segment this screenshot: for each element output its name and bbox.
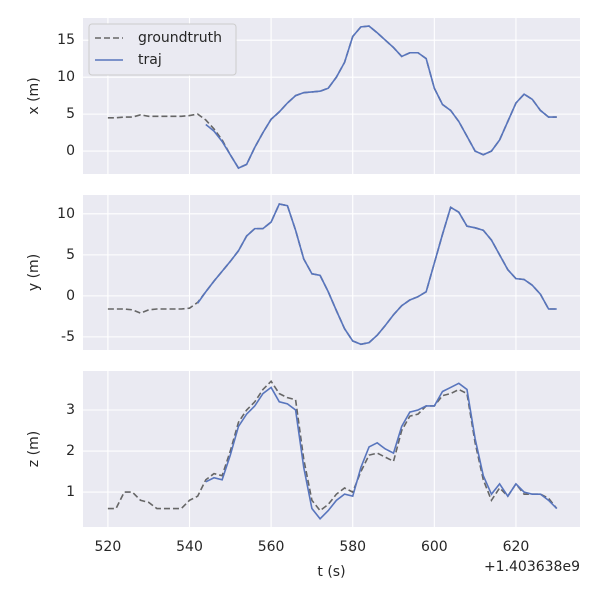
plot-lines xyxy=(107,203,557,346)
legend-box xyxy=(88,23,237,76)
x-tick-label: 580 xyxy=(339,539,366,555)
y-axis-label: x (m) xyxy=(26,77,42,114)
data-line xyxy=(107,379,558,512)
x-tick-label: 600 xyxy=(421,539,448,555)
y-axis-label: y (m) xyxy=(26,254,42,291)
y-tick-label: 2 xyxy=(66,443,75,459)
y-tick-label: -5 xyxy=(61,329,75,345)
y-tick-label: 5 xyxy=(66,247,75,263)
x-tick-label: 540 xyxy=(176,539,203,555)
y-tick-label: 0 xyxy=(66,143,75,159)
y-axis-label: z (m) xyxy=(26,431,42,467)
y-tick-label: 1 xyxy=(66,484,75,500)
x-tick-label: 560 xyxy=(258,539,285,555)
legend-label: groundtruth xyxy=(138,30,222,46)
data-line xyxy=(197,203,557,346)
y-tick-label: 15 xyxy=(57,32,75,48)
plot-lines xyxy=(107,379,558,520)
data-line xyxy=(205,382,558,520)
y-tick-label: 10 xyxy=(57,69,75,85)
plot-area xyxy=(83,371,580,527)
x-offset: +1.403638e9 xyxy=(484,559,580,575)
y-tick-label: 10 xyxy=(57,206,75,222)
y-tick-label: 5 xyxy=(66,106,75,122)
data-line xyxy=(205,25,557,170)
legend-label: traj xyxy=(138,52,162,68)
x-axis-label: t (s) xyxy=(317,564,345,580)
x-tick-label: 620 xyxy=(503,539,530,555)
y-tick-label: 3 xyxy=(66,402,75,418)
plot-area xyxy=(83,195,580,350)
plot-lines xyxy=(107,25,557,170)
y-tick-label: 0 xyxy=(66,288,75,304)
x-tick-label: 520 xyxy=(95,539,122,555)
